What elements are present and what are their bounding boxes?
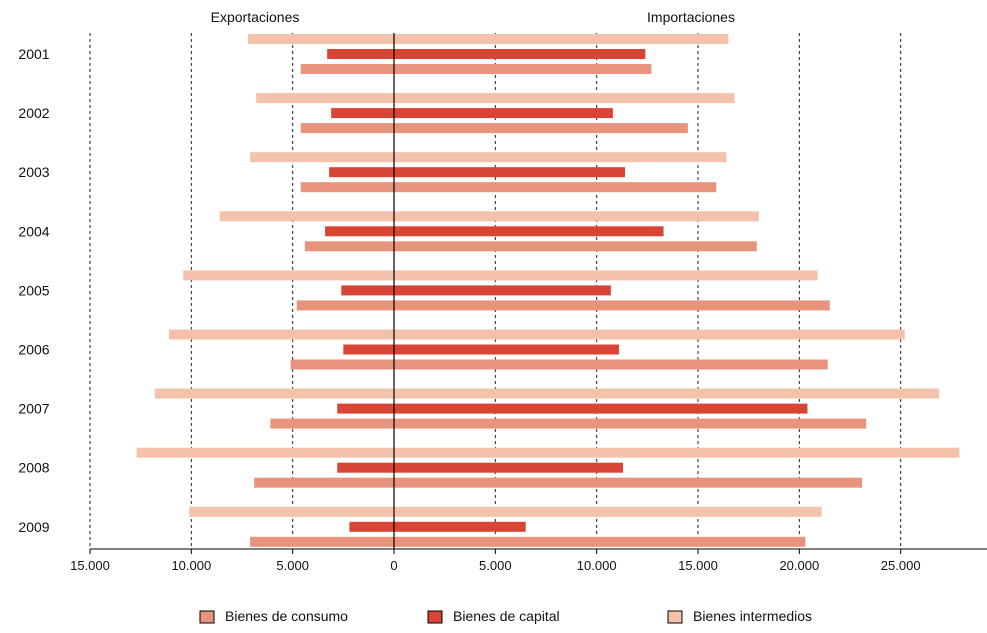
bar-exportaciones-bienes-de-consumo-2003 [300, 182, 394, 193]
x-tick-label: 15.000 [70, 558, 110, 573]
bar-importaciones-bienes-intermedios-2008 [394, 447, 960, 458]
bar-exportaciones-bienes-intermedios-2005 [183, 270, 394, 281]
bar-exportaciones-bienes-de-consumo-2005 [296, 300, 394, 311]
bar-importaciones-bienes-de-capital-2004 [394, 226, 664, 237]
year-label-2004: 2004 [18, 223, 49, 239]
x-tick-label: 5.000 [479, 558, 512, 573]
bar-importaciones-bienes-de-consumo-2006 [394, 359, 828, 370]
bar-exportaciones-bienes-de-consumo-2008 [254, 477, 394, 488]
bar-exportaciones-bienes-de-capital-2005 [341, 285, 394, 296]
bar-importaciones-bienes-intermedios-2009 [394, 506, 822, 517]
bar-importaciones-bienes-de-capital-2008 [394, 462, 624, 473]
legend: Bienes de consumo Bienes de capital Bienes… [199, 608, 812, 624]
bar-exportaciones-bienes-de-consumo-2007 [270, 418, 394, 429]
bar-exportaciones-bienes-de-consumo-2001 [300, 64, 394, 74]
bar-exportaciones-bienes-intermedios-2006 [169, 329, 394, 340]
x-tick-label: 20.000 [779, 558, 819, 573]
bars [136, 34, 960, 547]
bar-exportaciones-bienes-intermedios-2004 [219, 211, 394, 222]
year-label-2003: 2003 [18, 164, 49, 180]
year-label-2009: 2009 [18, 519, 49, 535]
bar-importaciones-bienes-de-capital-2009 [394, 521, 526, 532]
bar-importaciones-bienes-intermedios-2003 [394, 152, 727, 163]
bar-importaciones-bienes-de-consumo-2007 [394, 418, 867, 429]
bar-importaciones-bienes-intermedios-2004 [394, 211, 759, 222]
bar-importaciones-bienes-intermedios-2001 [394, 34, 729, 44]
bar-exportaciones-bienes-intermedios-2008 [136, 447, 394, 458]
bar-importaciones-bienes-de-capital-2007 [394, 403, 808, 414]
bar-exportaciones-bienes-de-consumo-2004 [304, 241, 394, 252]
bar-exportaciones-bienes-de-capital-2002 [331, 108, 394, 119]
bar-importaciones-bienes-intermedios-2007 [394, 388, 940, 399]
bar-exportaciones-bienes-intermedios-2009 [189, 506, 394, 517]
bar-importaciones-bienes-de-capital-2005 [394, 285, 611, 296]
bar-exportaciones-bienes-de-capital-2006 [343, 344, 394, 355]
bar-importaciones-bienes-de-consumo-2001 [394, 64, 652, 74]
bar-exportaciones-bienes-intermedios-2007 [154, 388, 394, 399]
bar-exportaciones-bienes-de-consumo-2009 [250, 536, 394, 547]
legend-swatch-bienes-de-capital [427, 610, 443, 624]
bar-importaciones-bienes-de-capital-2003 [394, 167, 626, 178]
bar-exportaciones-bienes-de-capital-2007 [337, 403, 394, 414]
bar-exportaciones-bienes-intermedios-2003 [250, 152, 394, 163]
bar-exportaciones-bienes-de-capital-2008 [337, 462, 394, 473]
bar-exportaciones-bienes-de-capital-2009 [349, 521, 394, 532]
bar-exportaciones-bienes-intermedios-2001 [248, 34, 394, 44]
bar-exportaciones-bienes-de-capital-2004 [325, 226, 394, 237]
axes: 2001 2002 2003 2004 2005 2006 2007 2008 2009 15.0… [18, 33, 987, 573]
bar-importaciones-bienes-de-consumo-2003 [394, 182, 717, 193]
bar-exportaciones-bienes-de-capital-2003 [329, 167, 394, 178]
legend-label-bienes-de-capital: Bienes de capital [453, 608, 560, 624]
bar-importaciones-bienes-intermedios-2006 [394, 329, 905, 340]
x-tick-label: 10.000 [171, 558, 211, 573]
year-label-2008: 2008 [18, 460, 49, 476]
bar-exportaciones-bienes-de-capital-2001 [327, 49, 394, 59]
bar-importaciones-bienes-de-capital-2006 [394, 344, 619, 355]
year-label-2006: 2006 [18, 342, 49, 358]
bar-importaciones-bienes-de-consumo-2008 [394, 477, 863, 488]
year-label-2007: 2007 [18, 401, 49, 417]
bar-importaciones-bienes-de-consumo-2005 [394, 300, 830, 311]
bar-importaciones-bienes-intermedios-2002 [394, 93, 735, 104]
x-tick-label: 15.000 [678, 558, 718, 573]
bar-exportaciones-bienes-intermedios-2002 [256, 93, 394, 104]
bar-importaciones-bienes-de-consumo-2002 [394, 123, 688, 134]
importaciones-title: Importaciones [647, 9, 735, 25]
bar-exportaciones-bienes-de-consumo-2002 [300, 123, 394, 134]
bar-importaciones-bienes-intermedios-2005 [394, 270, 818, 281]
year-label-2002: 2002 [18, 105, 49, 121]
bar-importaciones-bienes-de-consumo-2004 [394, 241, 757, 252]
year-label-2001: 2001 [18, 46, 49, 62]
x-tick-label: 25.000 [881, 558, 921, 573]
bar-importaciones-bienes-de-capital-2001 [394, 49, 646, 59]
bar-importaciones-bienes-de-capital-2002 [394, 108, 613, 119]
legend-label-bienes-de-consumo: Bienes de consumo [225, 608, 348, 624]
year-label-2005: 2005 [18, 282, 49, 298]
legend-swatch-bienes-de-consumo [199, 610, 215, 624]
x-tick-label: 0 [390, 558, 397, 573]
legend-swatch-bienes-intermedios [667, 610, 683, 624]
exportaciones-title: Exportaciones [211, 9, 300, 25]
x-tick-label: 5.000 [276, 558, 309, 573]
legend-label-bienes-intermedios: Bienes intermedios [693, 608, 812, 624]
bar-exportaciones-bienes-de-consumo-2006 [290, 359, 394, 370]
x-tick-label: 10.000 [577, 558, 617, 573]
bar-importaciones-bienes-de-consumo-2009 [394, 536, 806, 547]
